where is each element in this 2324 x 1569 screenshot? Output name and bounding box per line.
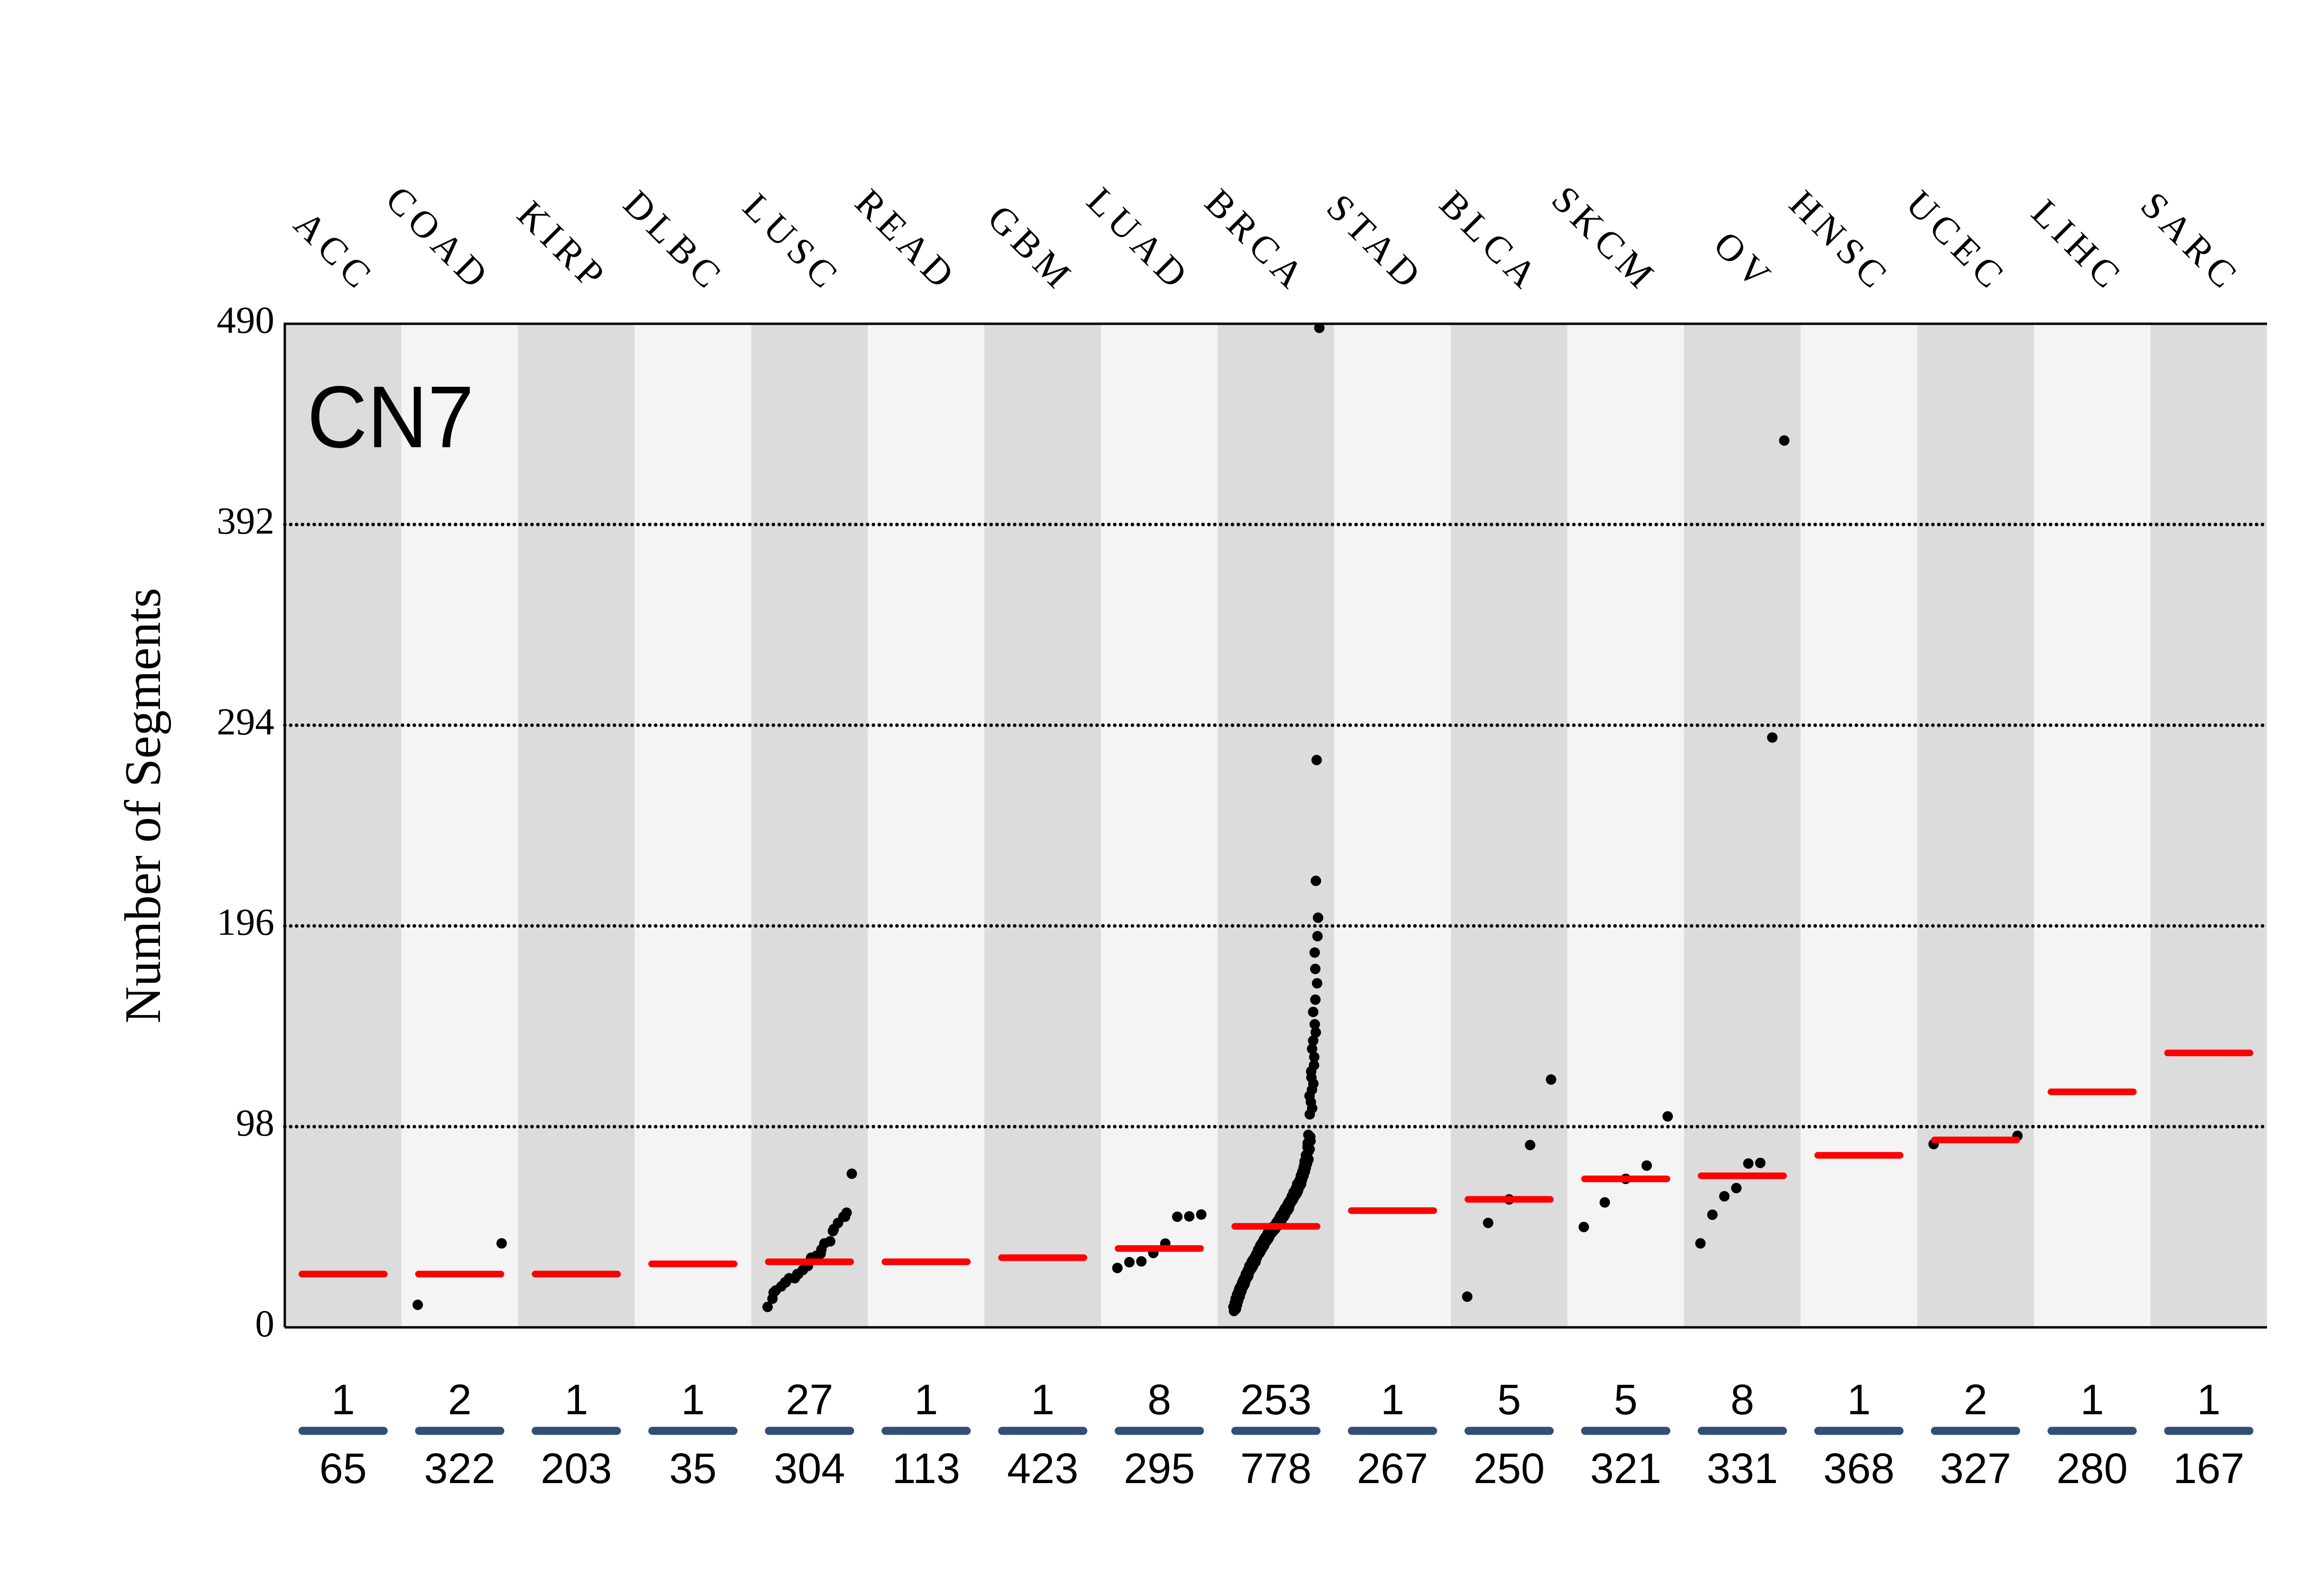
svg-text:BRCA: BRCA (1197, 181, 1315, 300)
svg-text:DLBC: DLBC (615, 183, 732, 300)
svg-text:READ: READ (847, 181, 965, 300)
svg-text:8: 8 (1731, 1376, 1754, 1424)
svg-text:490: 490 (217, 299, 275, 341)
svg-text:27: 27 (786, 1376, 833, 1424)
svg-text:2: 2 (1964, 1376, 1987, 1424)
svg-text:5: 5 (1497, 1376, 1521, 1424)
svg-text:250: 250 (1473, 1445, 1545, 1493)
svg-text:1: 1 (2080, 1376, 2104, 1424)
svg-text:35: 35 (669, 1445, 717, 1493)
svg-text:294: 294 (217, 700, 275, 743)
svg-text:327: 327 (1940, 1445, 2011, 1493)
svg-text:Number of Segments: Number of Segments (115, 588, 171, 1024)
svg-text:778: 778 (1240, 1445, 1312, 1493)
svg-text:HNSC: HNSC (1781, 183, 1899, 300)
svg-text:LUSC: LUSC (735, 186, 849, 300)
svg-text:368: 368 (1823, 1445, 1894, 1493)
svg-text:423: 423 (1007, 1445, 1078, 1493)
svg-text:BLCA: BLCA (1432, 183, 1549, 300)
svg-text:1: 1 (2197, 1376, 2221, 1424)
svg-text:UCEC: UCEC (1898, 183, 2015, 300)
svg-text:295: 295 (1124, 1445, 1195, 1493)
svg-text:GBM: GBM (980, 197, 1083, 300)
svg-text:SARC: SARC (2133, 184, 2249, 300)
svg-text:167: 167 (2173, 1445, 2244, 1493)
svg-text:65: 65 (319, 1445, 367, 1493)
svg-text:SKCM: SKCM (1544, 178, 1666, 300)
svg-text:1: 1 (914, 1376, 938, 1424)
svg-text:203: 203 (541, 1445, 612, 1493)
svg-text:1: 1 (564, 1376, 588, 1424)
svg-text:LIHC: LIHC (2024, 192, 2132, 300)
svg-text:CN7: CN7 (307, 368, 474, 466)
svg-text:253: 253 (1240, 1376, 1312, 1424)
svg-text:2: 2 (448, 1376, 471, 1424)
svg-text:1: 1 (1031, 1376, 1055, 1424)
svg-text:280: 280 (2056, 1445, 2127, 1493)
svg-text:98: 98 (236, 1101, 274, 1144)
svg-text:KIRP: KIRP (509, 193, 616, 300)
svg-text:321: 321 (1590, 1445, 1661, 1493)
svg-text:304: 304 (774, 1445, 845, 1493)
svg-text:STAD: STAD (1319, 186, 1432, 300)
svg-text:196: 196 (217, 901, 275, 943)
svg-text:113: 113 (892, 1445, 960, 1493)
svg-text:COAD: COAD (378, 178, 499, 300)
svg-text:ACC: ACC (286, 203, 383, 300)
svg-text:1: 1 (1381, 1376, 1405, 1424)
svg-text:392: 392 (217, 499, 275, 542)
svg-text:322: 322 (424, 1445, 495, 1493)
svg-text:1: 1 (331, 1376, 355, 1424)
svg-text:5: 5 (1614, 1376, 1638, 1424)
svg-text:LUAD: LUAD (1079, 179, 1199, 300)
svg-text:331: 331 (1707, 1445, 1778, 1493)
svg-text:0: 0 (255, 1302, 275, 1345)
svg-text:267: 267 (1357, 1445, 1428, 1493)
svg-text:1: 1 (681, 1376, 705, 1424)
svg-text:8: 8 (1147, 1376, 1171, 1424)
svg-text:1: 1 (1847, 1376, 1871, 1424)
svg-text:OV: OV (1706, 224, 1782, 300)
